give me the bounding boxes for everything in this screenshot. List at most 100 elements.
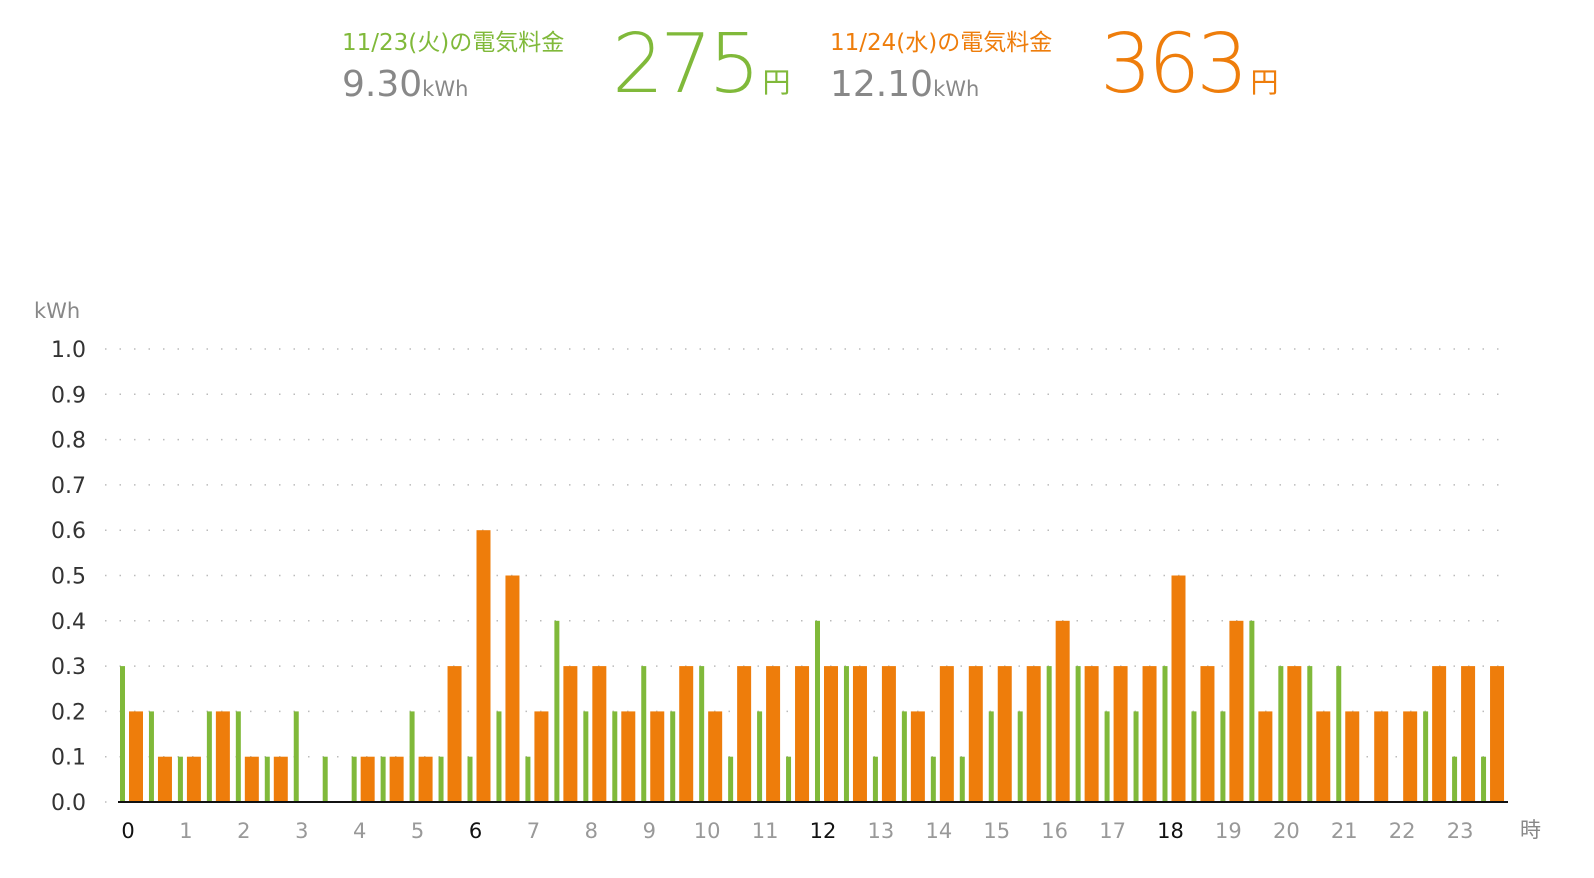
x-tick-label: 15 [983, 819, 1010, 843]
bar [872, 756, 878, 802]
bar [592, 666, 607, 802]
bar [244, 756, 259, 802]
bar [1142, 666, 1157, 802]
x-tick-label: 4 [353, 819, 366, 843]
bar [409, 711, 415, 802]
y-tick-label: 0.9 [51, 383, 86, 408]
bar [360, 756, 375, 802]
bar [583, 711, 589, 802]
bar [1026, 666, 1041, 802]
y-tick-label: 0.6 [51, 519, 86, 544]
bar [997, 666, 1012, 802]
bar [322, 756, 328, 802]
bar [728, 756, 734, 802]
bar [177, 756, 183, 802]
y-tick-label: 0.4 [51, 610, 86, 635]
x-tick-label: 10 [694, 819, 721, 843]
bar [525, 756, 531, 802]
bar [438, 756, 444, 802]
bar [554, 620, 560, 802]
bar [447, 666, 462, 802]
bar [737, 666, 752, 802]
y-tick-label: 0.2 [51, 700, 86, 725]
bar [939, 666, 954, 802]
bar [1403, 711, 1418, 802]
amount-unit: 円 [1251, 66, 1279, 99]
y-tick-label: 0.1 [51, 746, 86, 771]
summary-amount: 363 円 [1100, 17, 1279, 112]
x-tick-label: 18 [1157, 819, 1184, 843]
bar [1249, 620, 1255, 802]
summary-title: 11/23(火)の電気料金 [342, 30, 564, 56]
bar [679, 666, 694, 802]
bar [534, 711, 549, 802]
bar [1229, 620, 1244, 802]
bar [757, 711, 763, 802]
y-tick-label: 1.0 [51, 338, 86, 363]
bar [852, 666, 867, 802]
bar [206, 711, 212, 802]
bar [1278, 666, 1284, 802]
bar [612, 711, 618, 802]
bar [1316, 711, 1331, 802]
x-tick-label: 20 [1273, 819, 1300, 843]
bar [563, 666, 578, 802]
bar [1423, 711, 1429, 802]
bar [1171, 575, 1186, 802]
summary-kwh: 12.10kWh [830, 64, 979, 105]
x-tick-label: 5 [411, 819, 424, 843]
bar [968, 666, 983, 802]
bar [1432, 666, 1447, 802]
y-tick-label: 0.0 [51, 791, 86, 816]
x-tick-label: 14 [925, 819, 952, 843]
y-tick-label: 0.3 [51, 655, 86, 680]
bar [930, 756, 936, 802]
bar [1017, 711, 1023, 802]
bar [1200, 666, 1215, 802]
bar [988, 711, 994, 802]
y-tick-label: 0.8 [51, 429, 86, 454]
bar [824, 666, 838, 802]
bar [1104, 711, 1110, 802]
bar [157, 756, 172, 802]
x-axis-label: 時 [1520, 818, 1541, 842]
bar [910, 711, 925, 802]
bar [505, 575, 520, 802]
x-tick-label: 11 [752, 819, 779, 843]
bar [129, 711, 143, 802]
bar [1162, 666, 1168, 802]
bar [380, 756, 386, 802]
y-tick-label: 0.5 [51, 565, 86, 590]
bar [650, 711, 665, 802]
bar [708, 711, 723, 802]
bar [186, 756, 201, 802]
bar [1046, 666, 1052, 802]
bar [1133, 711, 1139, 802]
bar [1461, 666, 1476, 802]
bar [476, 530, 491, 802]
kwh-value: 12.10 [830, 64, 933, 105]
amount-unit: 円 [763, 66, 791, 99]
x-tick-label: 21 [1331, 819, 1358, 843]
bar [1452, 756, 1458, 802]
bar [1490, 666, 1505, 802]
x-tick-label: 23 [1447, 819, 1474, 843]
x-tick-label: 22 [1389, 819, 1416, 843]
kwh-value: 9.30 [342, 64, 422, 105]
bar [670, 711, 676, 802]
x-tick-label: 0 [121, 819, 134, 843]
amount-value: 363 [1100, 17, 1245, 112]
x-tick-label: 7 [527, 819, 540, 843]
bar [621, 711, 636, 802]
bar [959, 756, 965, 802]
bar [1336, 666, 1342, 802]
bar [215, 711, 230, 802]
bar [418, 756, 433, 802]
x-tick-label: 1 [179, 819, 192, 843]
kwh-unit: kWh [422, 77, 468, 101]
y-axis-label: kWh [34, 299, 80, 323]
bar [1055, 620, 1070, 802]
summary-kwh: 9.30kWh [342, 64, 468, 105]
bar [273, 756, 288, 802]
x-tick-label: 19 [1215, 819, 1242, 843]
